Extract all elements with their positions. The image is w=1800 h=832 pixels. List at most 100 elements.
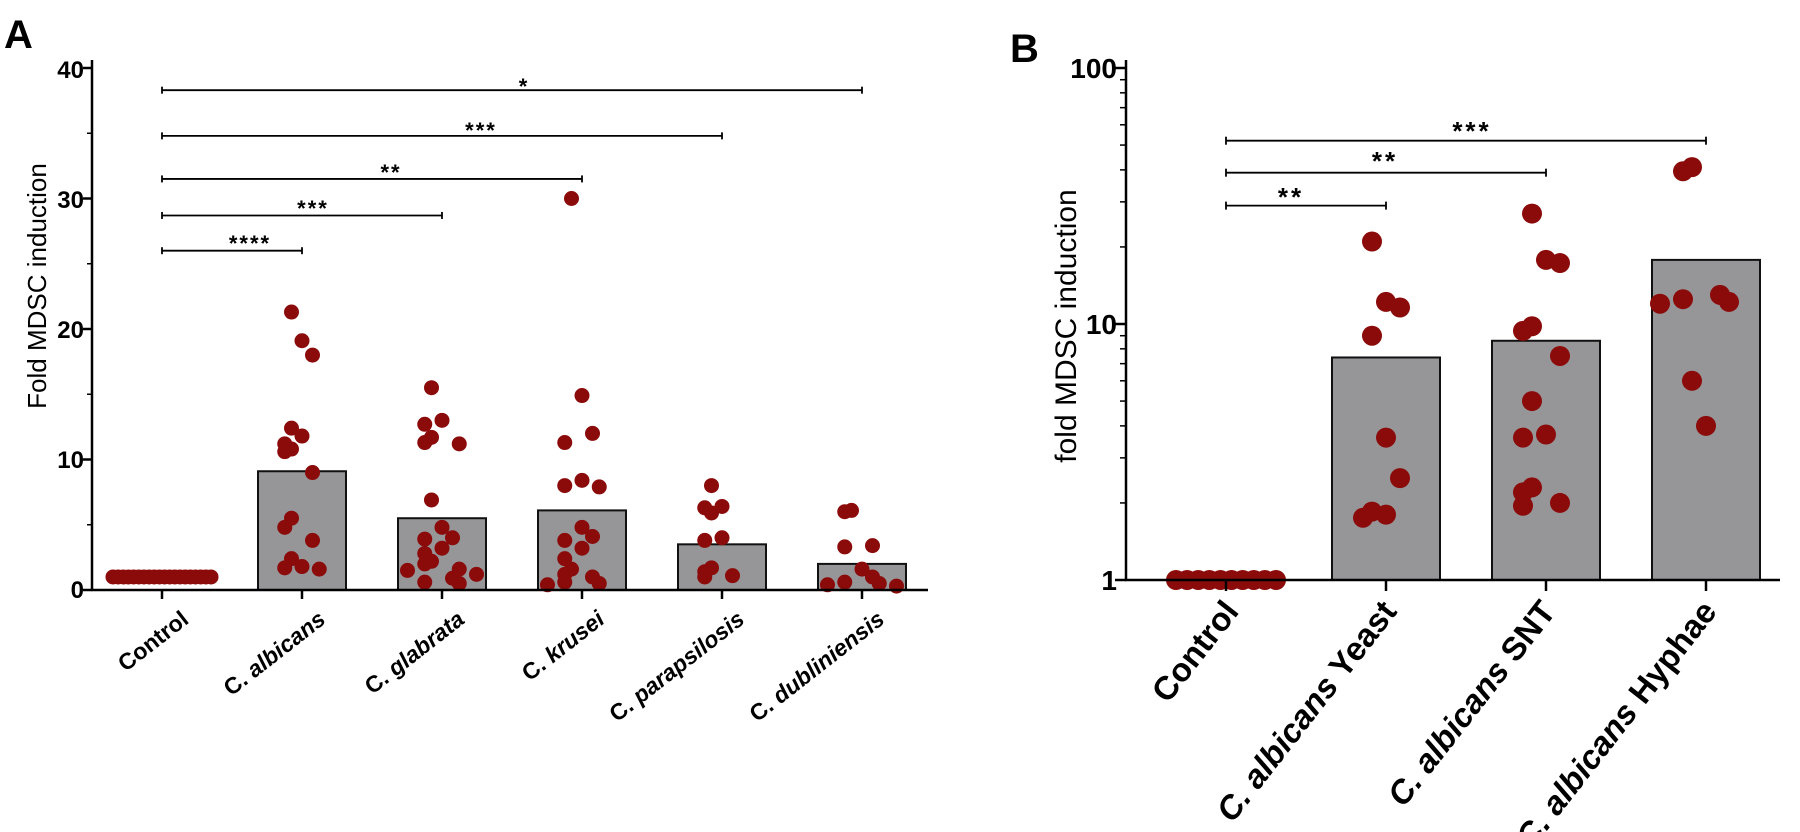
data-point — [400, 562, 415, 578]
data-point — [311, 561, 327, 577]
panel-a-category-label: C. glabrata — [359, 605, 469, 699]
panel-b-chart: fold MDSC induction 1 10 100 ** ** *** C… — [1050, 53, 1780, 832]
panel-b-category-label: C. albicans SNT — [1380, 594, 1563, 813]
panel-a-sig-label: ** — [380, 160, 401, 185]
panel-a-category-label: Control — [113, 605, 193, 676]
data-point — [424, 492, 439, 508]
data-point — [1682, 370, 1702, 391]
data-point — [697, 532, 713, 548]
data-point — [1650, 293, 1670, 314]
data-point — [591, 575, 607, 591]
data-point — [284, 420, 299, 436]
panel-b-sig-label: *** — [1452, 116, 1491, 146]
data-point — [1673, 289, 1693, 310]
data-point — [725, 568, 740, 584]
panel-a-sig-label: *** — [297, 196, 329, 221]
panel-b-letter: B — [1010, 27, 1039, 71]
bar — [1491, 339, 1601, 581]
data-point — [305, 465, 320, 481]
data-point — [574, 519, 590, 535]
data-point — [1390, 468, 1410, 489]
bar — [1331, 356, 1441, 581]
data-point — [557, 574, 573, 590]
data-point — [1362, 231, 1382, 252]
data-point — [294, 559, 310, 575]
panel-a-ytick-label: 30 — [57, 187, 84, 214]
data-point — [704, 478, 719, 494]
data-point — [574, 388, 590, 404]
panel-a-ytick-label: 40 — [57, 57, 84, 84]
data-point — [417, 531, 433, 547]
data-point — [1376, 427, 1396, 448]
panel-a-ytick-label: 10 — [57, 447, 84, 474]
data-point — [451, 575, 467, 591]
data-point — [305, 347, 320, 363]
data-point — [434, 519, 450, 535]
data-point — [1513, 495, 1533, 516]
data-point — [434, 540, 450, 556]
data-point — [1550, 345, 1570, 366]
data-point — [585, 528, 600, 544]
data-point — [564, 191, 579, 206]
data-point — [434, 412, 450, 428]
data-point — [284, 304, 299, 320]
data-point — [697, 569, 713, 585]
panel-a-category-label: C. krusei — [517, 605, 610, 686]
data-point — [837, 504, 853, 520]
panel-b-category-label: Control — [1144, 594, 1245, 709]
data-point — [451, 436, 467, 452]
data-point — [417, 435, 433, 451]
data-point — [820, 577, 835, 593]
data-point — [591, 479, 607, 495]
data-point — [1673, 161, 1693, 182]
data-point — [557, 532, 573, 548]
panel-a-letter: A — [4, 13, 33, 57]
data-point — [865, 538, 880, 554]
panel-a-sig-label: * — [519, 74, 530, 99]
data-point — [1390, 297, 1410, 318]
data-point — [203, 569, 219, 585]
data-point — [871, 575, 887, 591]
data-point — [277, 519, 293, 535]
panel-b-ytick-label: 10 — [1086, 309, 1117, 340]
data-point — [1550, 492, 1570, 513]
panel-a-sig-label: **** — [229, 231, 271, 256]
panel-a-chart: Fold MDSC induction 0 10 20 30 40 **** *… — [22, 57, 928, 727]
panel-b-y-axis-title: fold MDSC induction — [1050, 189, 1083, 462]
data-point — [1522, 391, 1542, 412]
panel-a-ytick-label: 20 — [57, 317, 84, 344]
data-point — [1696, 415, 1716, 436]
data-point — [1522, 203, 1542, 224]
data-point — [540, 577, 555, 593]
panel-a-category-label: C. dubliniensis — [744, 605, 889, 726]
data-point — [1536, 424, 1556, 445]
data-point — [417, 416, 433, 432]
data-point — [1513, 427, 1533, 448]
bar — [677, 543, 767, 592]
data-point — [294, 333, 310, 349]
panel-a-category-label: C. albicans — [218, 605, 330, 700]
panel-b-sig-label: ** — [1372, 146, 1398, 176]
data-point — [837, 574, 853, 590]
data-point — [1362, 325, 1382, 346]
data-point — [424, 380, 439, 396]
data-point — [837, 539, 853, 555]
data-point — [1513, 320, 1533, 341]
data-point — [445, 530, 460, 546]
data-point — [574, 472, 590, 488]
data-point — [469, 566, 484, 582]
data-point — [1376, 504, 1396, 525]
data-point — [1353, 507, 1373, 528]
data-point — [714, 530, 730, 546]
data-point — [294, 428, 310, 444]
data-point — [585, 425, 600, 441]
panel-a-y-axis-title: Fold MDSC induction — [22, 163, 52, 409]
data-point — [704, 505, 719, 521]
panel-b-ytick-label: 100 — [1070, 53, 1117, 84]
data-point — [277, 444, 293, 460]
data-point — [305, 532, 320, 548]
data-point — [574, 540, 590, 556]
data-point — [417, 556, 433, 572]
data-point — [1719, 291, 1739, 312]
